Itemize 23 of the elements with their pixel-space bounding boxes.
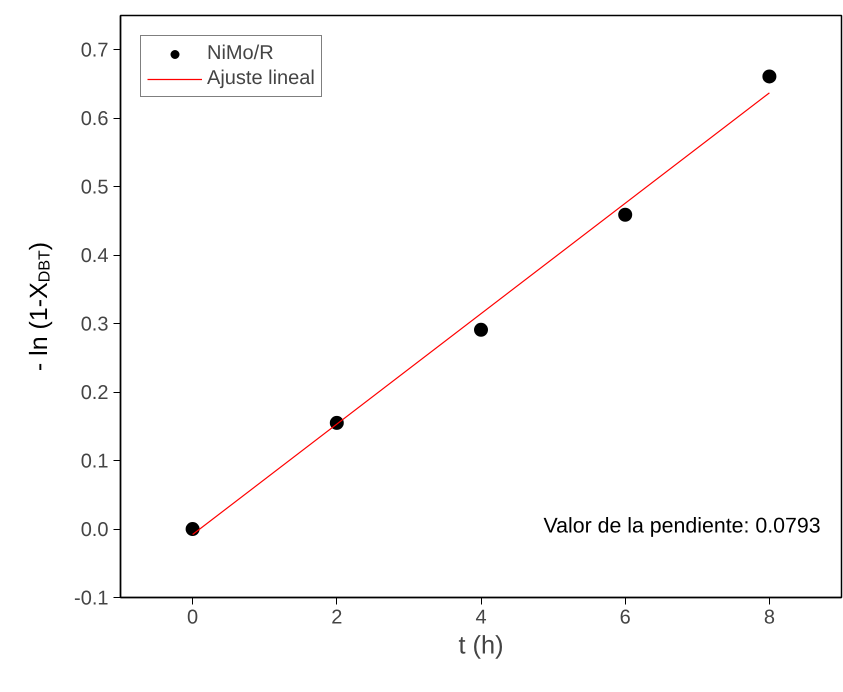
y-tick-label: -0.1 <box>74 588 109 610</box>
y-tick-label: 0.6 <box>80 108 109 130</box>
y-tick-label: 0.1 <box>80 450 109 473</box>
y-axis-title: - ln (1-XDBT) <box>24 242 54 372</box>
legend-label: NiMo/R <box>207 42 274 65</box>
y-tick-label: 0.5 <box>80 176 109 199</box>
x-tick-label: 8 <box>764 606 775 628</box>
point <box>474 322 488 337</box>
y-tick-label: 0.2 <box>80 382 109 404</box>
annotation: Valor de la pendiente: 0.0793 <box>544 514 821 538</box>
x-tick-label: 4 <box>475 606 487 628</box>
y-tick-label: 0.3 <box>80 314 109 336</box>
y-tick-label: 0.4 <box>80 245 109 268</box>
x-tick-label: 6 <box>620 606 631 628</box>
x-tick-label: 0 <box>187 606 198 628</box>
legend-label: Ajuste lineal <box>207 67 315 90</box>
x-axis-title: t (h) <box>458 632 504 660</box>
point <box>186 522 200 536</box>
x-tick-label: 2 <box>331 606 342 628</box>
y-tick-label: 0.7 <box>80 40 109 62</box>
y-tick-label: 0.0 <box>80 519 109 542</box>
point <box>618 208 632 222</box>
point <box>762 69 776 84</box>
